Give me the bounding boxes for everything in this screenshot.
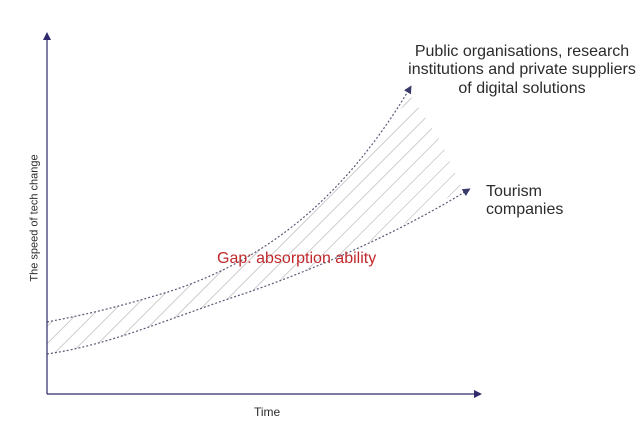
- x-axis-label: Time: [254, 405, 281, 419]
- gap-band: [47, 95, 462, 354]
- gap-label: Gap: absorption ability: [217, 250, 377, 267]
- upper-curve: [46, 85, 412, 323]
- y-axis-label: The speed of tech change: [28, 154, 41, 282]
- upper-curve-label: Public organisations, research instituti…: [408, 43, 636, 97]
- lower-curve-label: Tourism companies: [486, 183, 564, 219]
